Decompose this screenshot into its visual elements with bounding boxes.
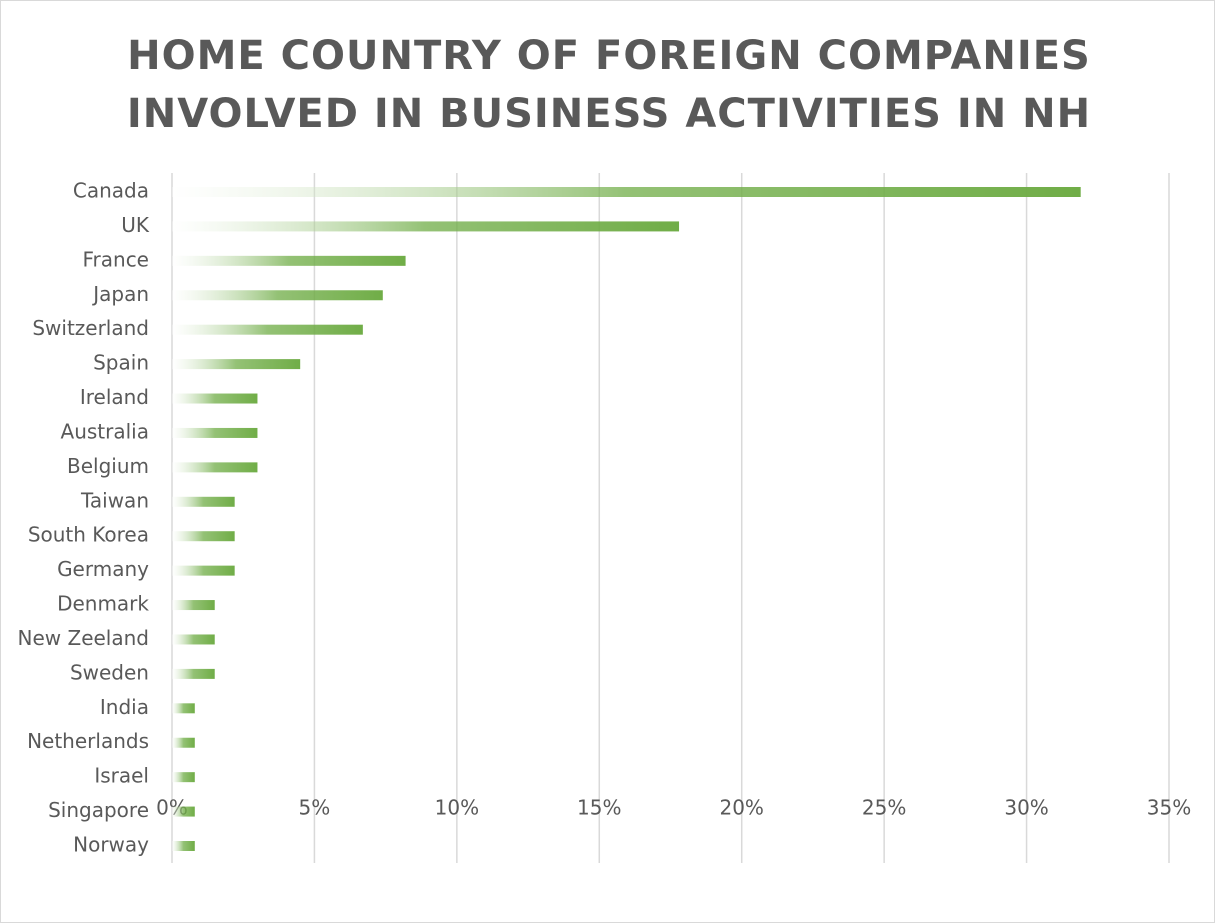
y-tick-label: Netherlands — [27, 729, 149, 753]
y-tick-label: UK — [121, 213, 150, 237]
y-tick-label: Denmark — [57, 592, 149, 616]
bar — [172, 634, 215, 645]
bar — [172, 255, 406, 266]
bar — [172, 290, 383, 301]
bar — [172, 841, 195, 851]
x-tick-label: 30% — [1004, 796, 1048, 820]
y-tick-label: Norway — [73, 833, 149, 857]
bar — [172, 324, 363, 335]
chart-title: HOME COUNTRY OF FOREIGN COMPANIES INVOLV… — [126, 33, 1092, 137]
y-tick-label: Taiwan — [80, 488, 149, 512]
bar — [172, 806, 195, 817]
y-tick-label: France — [82, 247, 149, 271]
y-tick-label: India — [100, 695, 149, 719]
bar — [172, 427, 258, 438]
y-tick-label: Canada — [73, 179, 149, 203]
bar — [172, 668, 215, 679]
y-tick-label: Sweden — [70, 660, 149, 684]
bar — [172, 359, 301, 370]
bar — [172, 772, 195, 783]
y-tick-label: Singapore — [48, 798, 149, 822]
bar — [172, 393, 258, 404]
y-tick-label: Ireland — [80, 385, 149, 409]
bar — [172, 496, 235, 507]
y-tick-label: South Korea — [28, 523, 149, 547]
y-tick-label: Spain — [93, 351, 149, 375]
bar — [172, 600, 215, 611]
bar — [172, 703, 195, 714]
x-tick-label: 25% — [862, 796, 906, 820]
y-tick-label: Japan — [91, 282, 149, 306]
bar — [172, 737, 195, 748]
y-tick-label: Germany — [57, 557, 149, 581]
x-tick-label: 35% — [1147, 796, 1191, 820]
bar — [172, 187, 1081, 197]
bar — [172, 531, 235, 542]
bar — [172, 462, 258, 473]
x-tick-label: 15% — [577, 796, 621, 820]
y-tick-label: Belgium — [67, 454, 149, 478]
y-tick-label: New Zeeland — [18, 626, 149, 650]
y-tick-label: Israel — [94, 764, 149, 788]
x-tick-label: 10% — [435, 796, 479, 820]
y-tick-label: Australia — [61, 419, 149, 443]
y-tick-label: Switzerland — [32, 316, 149, 340]
bar — [172, 221, 680, 232]
x-tick-label: 5% — [299, 796, 331, 820]
bar — [172, 565, 235, 576]
x-tick-label: 20% — [719, 796, 763, 820]
